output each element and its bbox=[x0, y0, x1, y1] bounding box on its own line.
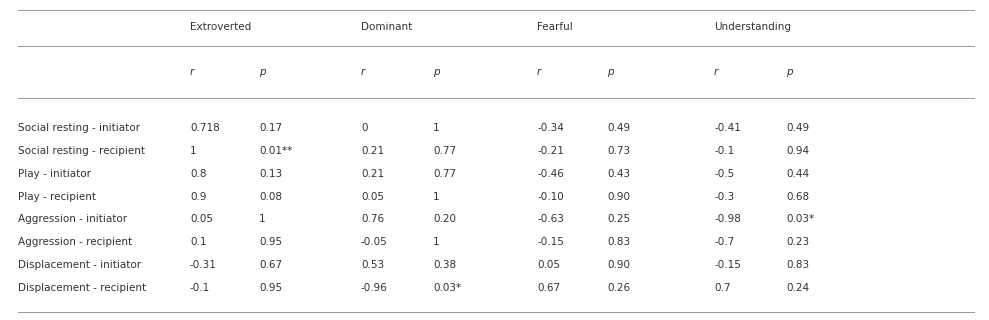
Text: -0.31: -0.31 bbox=[190, 260, 217, 270]
Text: 0.73: 0.73 bbox=[607, 146, 630, 156]
Text: 0.53: 0.53 bbox=[361, 260, 384, 270]
Text: 1: 1 bbox=[259, 214, 266, 224]
Text: 0.23: 0.23 bbox=[786, 237, 809, 247]
Text: 1: 1 bbox=[433, 237, 440, 247]
Text: 0.77: 0.77 bbox=[433, 146, 456, 156]
Text: 0.01**: 0.01** bbox=[259, 146, 293, 156]
Text: 0.08: 0.08 bbox=[259, 192, 282, 202]
Text: -0.21: -0.21 bbox=[537, 146, 564, 156]
Text: 1: 1 bbox=[433, 123, 440, 133]
Text: -0.1: -0.1 bbox=[190, 283, 210, 293]
Text: 0.05: 0.05 bbox=[537, 260, 560, 270]
Text: 0.9: 0.9 bbox=[190, 192, 207, 202]
Text: 0.13: 0.13 bbox=[259, 169, 282, 179]
Text: 0.44: 0.44 bbox=[786, 169, 809, 179]
Text: 0.26: 0.26 bbox=[607, 283, 630, 293]
Text: 0.7: 0.7 bbox=[714, 283, 731, 293]
Text: -0.3: -0.3 bbox=[714, 192, 734, 202]
Text: Aggression - recipient: Aggression - recipient bbox=[18, 237, 132, 247]
Text: 1: 1 bbox=[190, 146, 197, 156]
Text: 0.95: 0.95 bbox=[259, 283, 282, 293]
Text: -0.05: -0.05 bbox=[361, 237, 388, 247]
Text: Aggression - initiator: Aggression - initiator bbox=[18, 214, 127, 224]
Text: p: p bbox=[786, 67, 793, 77]
Text: 0.76: 0.76 bbox=[361, 214, 384, 224]
Text: 0.90: 0.90 bbox=[607, 260, 630, 270]
Text: 0.718: 0.718 bbox=[190, 123, 220, 133]
Text: Social resting - recipient: Social resting - recipient bbox=[18, 146, 144, 156]
Text: 0.68: 0.68 bbox=[786, 192, 809, 202]
Text: p: p bbox=[433, 67, 440, 77]
Text: r: r bbox=[361, 67, 365, 77]
Text: 0.20: 0.20 bbox=[433, 214, 456, 224]
Text: 0.67: 0.67 bbox=[537, 283, 560, 293]
Text: -0.98: -0.98 bbox=[714, 214, 741, 224]
Text: -0.15: -0.15 bbox=[537, 237, 564, 247]
Text: Social resting - initiator: Social resting - initiator bbox=[18, 123, 139, 133]
Text: 0.24: 0.24 bbox=[786, 283, 809, 293]
Text: 0.83: 0.83 bbox=[607, 237, 630, 247]
Text: Extroverted: Extroverted bbox=[190, 22, 251, 32]
Text: -0.46: -0.46 bbox=[537, 169, 564, 179]
Text: Displacement - initiator: Displacement - initiator bbox=[18, 260, 140, 270]
Text: -0.63: -0.63 bbox=[537, 214, 564, 224]
Text: 0.49: 0.49 bbox=[607, 123, 630, 133]
Text: 0.90: 0.90 bbox=[607, 192, 630, 202]
Text: 0.67: 0.67 bbox=[259, 260, 282, 270]
Text: -0.7: -0.7 bbox=[714, 237, 734, 247]
Text: p: p bbox=[607, 67, 614, 77]
Text: Fearful: Fearful bbox=[537, 22, 573, 32]
Text: 0.38: 0.38 bbox=[433, 260, 456, 270]
Text: 0.05: 0.05 bbox=[190, 214, 213, 224]
Text: r: r bbox=[537, 67, 541, 77]
Text: -0.1: -0.1 bbox=[714, 146, 734, 156]
Text: -0.41: -0.41 bbox=[714, 123, 741, 133]
Text: 0.49: 0.49 bbox=[786, 123, 809, 133]
Text: 0.05: 0.05 bbox=[361, 192, 384, 202]
Text: 0: 0 bbox=[361, 123, 368, 133]
Text: -0.5: -0.5 bbox=[714, 169, 734, 179]
Text: 1: 1 bbox=[433, 192, 440, 202]
Text: 0.77: 0.77 bbox=[433, 169, 456, 179]
Text: 0.1: 0.1 bbox=[190, 237, 207, 247]
Text: 0.8: 0.8 bbox=[190, 169, 207, 179]
Text: r: r bbox=[714, 67, 718, 77]
Text: Play - initiator: Play - initiator bbox=[18, 169, 91, 179]
Text: -0.10: -0.10 bbox=[537, 192, 564, 202]
Text: r: r bbox=[190, 67, 194, 77]
Text: Dominant: Dominant bbox=[361, 22, 412, 32]
Text: -0.15: -0.15 bbox=[714, 260, 741, 270]
Text: Play - recipient: Play - recipient bbox=[18, 192, 96, 202]
Text: Understanding: Understanding bbox=[714, 22, 791, 32]
Text: 0.21: 0.21 bbox=[361, 169, 384, 179]
Text: 0.94: 0.94 bbox=[786, 146, 809, 156]
Text: 0.17: 0.17 bbox=[259, 123, 282, 133]
Text: 0.25: 0.25 bbox=[607, 214, 630, 224]
Text: -0.34: -0.34 bbox=[537, 123, 564, 133]
Text: 0.95: 0.95 bbox=[259, 237, 282, 247]
Text: 0.03*: 0.03* bbox=[433, 283, 461, 293]
Text: -0.96: -0.96 bbox=[361, 283, 388, 293]
Text: 0.21: 0.21 bbox=[361, 146, 384, 156]
Text: Displacement - recipient: Displacement - recipient bbox=[18, 283, 146, 293]
Text: 0.43: 0.43 bbox=[607, 169, 630, 179]
Text: 0.03*: 0.03* bbox=[786, 214, 814, 224]
Text: p: p bbox=[259, 67, 266, 77]
Text: 0.83: 0.83 bbox=[786, 260, 809, 270]
